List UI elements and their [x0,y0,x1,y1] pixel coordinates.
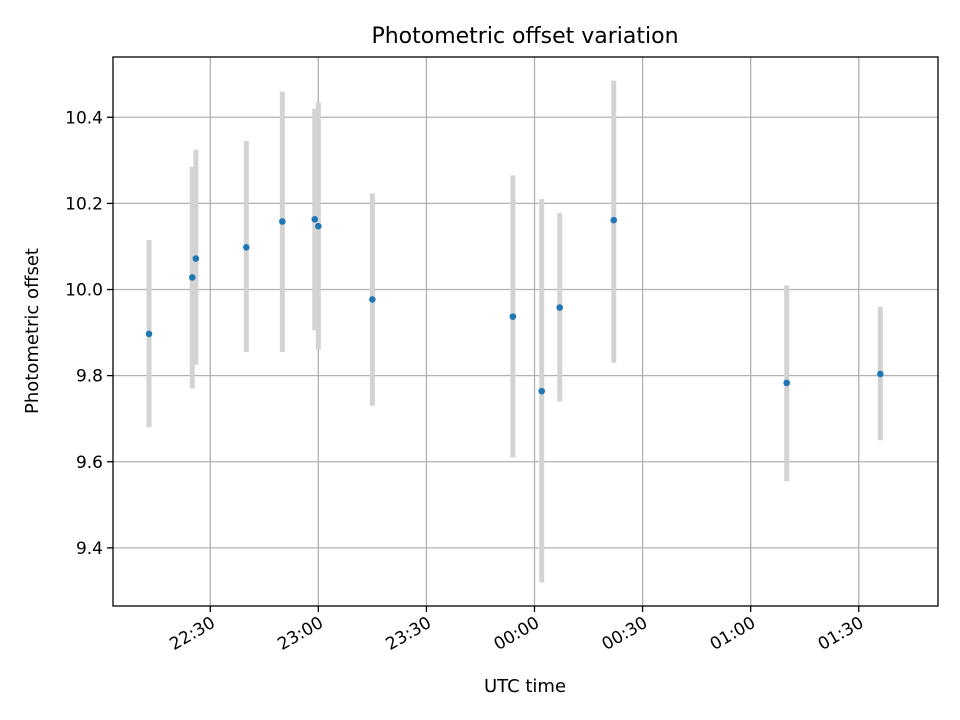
y-tick-label: 10.2 [65,194,103,214]
error-bars [146,80,883,583]
x-axis-ticks: 22:30 23:00 23:30 00:00 00:30 01:00 01:30 [166,606,867,655]
chart-title: Photometric offset variation [371,24,678,49]
x-tick-label: 00:00 [491,613,543,655]
data-point [610,216,618,224]
x-tick-label: 00:30 [599,613,651,655]
data-point [188,274,196,281]
data-point [509,313,517,320]
data-point [877,370,884,378]
data-point [279,218,286,225]
plot-frame [112,56,939,607]
data-point [145,330,153,338]
x-tick-label: 23:30 [382,613,434,655]
data-point [783,379,790,387]
x-tick-label: 01:00 [707,613,759,655]
data-point [538,387,546,395]
data-point [369,296,376,303]
y-tick-label: 10.0 [65,281,103,301]
y-tick-label: 10.4 [65,108,103,128]
data-point [311,216,319,223]
y-tick-label: 9.8 [76,367,103,387]
grid [113,57,938,606]
y-tick-label: 9.4 [76,539,103,559]
data-point [315,222,322,230]
x-tick-label: 01:30 [815,613,867,655]
y-axis-label: Photometric offset [22,248,43,414]
data-point [242,244,250,251]
y-axis-ticks: 9.4 9.6 9.8 10.0 10.2 10.4 [65,108,113,559]
data-point [192,255,200,262]
x-axis-label: UTC time [484,676,566,697]
data-points [145,216,884,395]
y-tick-label: 9.6 [76,453,103,473]
x-tick-label: 23:00 [274,613,326,655]
x-tick-label: 22:30 [166,613,218,655]
data-point [556,304,564,311]
